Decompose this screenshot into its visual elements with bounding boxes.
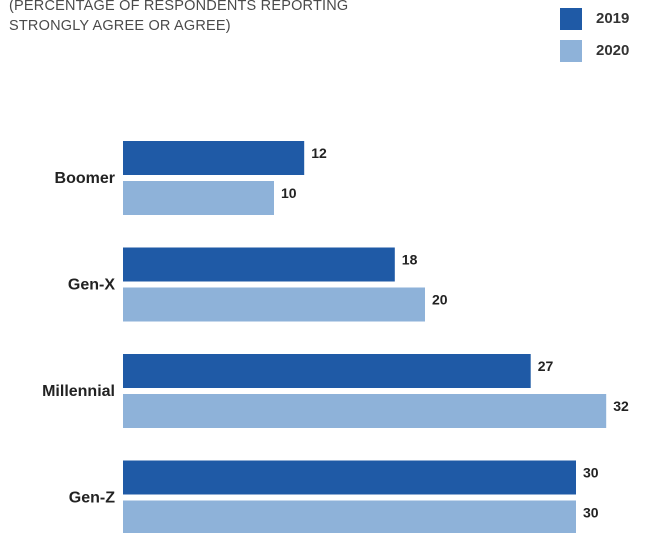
legend-label-2019: 2019 xyxy=(596,10,630,27)
legend-swatch-2019 xyxy=(560,7,582,30)
value-label-gen-z-2020: 30 xyxy=(583,505,599,521)
bar-boomer-2020 xyxy=(123,181,274,215)
bar-millennial-2020 xyxy=(123,394,607,428)
subtitle-line-2: STRONGLY AGREE OR AGREE) xyxy=(9,18,231,34)
category-label-gen-x: Gen-X xyxy=(68,277,115,294)
value-label-millennial-2019: 27 xyxy=(538,358,554,374)
bar-gen-x-2019 xyxy=(123,247,395,282)
category-label-millennial: Millennial xyxy=(42,383,115,400)
legend-item-2020: 2020 xyxy=(560,38,629,63)
bar-gen-z-2020 xyxy=(123,500,576,533)
bar-boomer-2019 xyxy=(123,141,305,175)
bar-gen-z-2019 xyxy=(123,460,576,495)
value-label-boomer-2020: 10 xyxy=(281,185,297,201)
bar-millennial-2019 xyxy=(123,354,531,388)
bar-gen-x-2020 xyxy=(123,287,425,322)
chart-legend: 2019 2020 xyxy=(560,6,629,70)
value-label-gen-x-2020: 20 xyxy=(432,292,448,308)
chart-subtitle: (PERCENTAGE OF RESPONDENTS REPORTING STR… xyxy=(9,0,449,36)
category-label-gen-z: Gen-Z xyxy=(69,490,115,507)
value-label-gen-z-2019: 30 xyxy=(583,465,599,481)
value-label-boomer-2019: 12 xyxy=(311,145,327,161)
value-label-gen-x-2019: 18 xyxy=(402,252,418,268)
value-label-millennial-2020: 32 xyxy=(613,398,629,414)
subtitle-line-1: (PERCENTAGE OF RESPONDENTS REPORTING xyxy=(9,0,349,14)
legend-label-2020: 2020 xyxy=(596,42,630,59)
category-label-boomer: Boomer xyxy=(55,170,115,187)
legend-swatch-2020 xyxy=(560,39,582,62)
legend-item-2019: 2019 xyxy=(560,6,629,31)
